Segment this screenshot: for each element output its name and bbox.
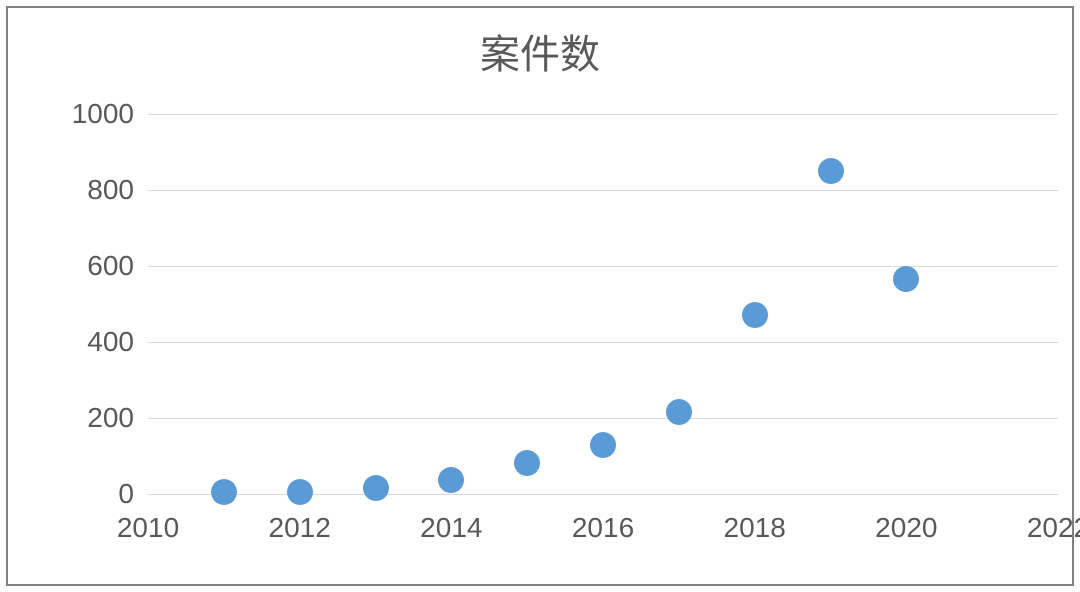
data-point (514, 450, 540, 476)
y-tick-label: 0 (8, 478, 134, 510)
y-tick-label: 1000 (8, 98, 134, 130)
y-tick-label: 200 (8, 402, 134, 434)
x-tick-label: 2020 (875, 512, 937, 544)
gridline (148, 494, 1058, 495)
chart-title: 案件数 (8, 22, 1072, 80)
chart-wrapper: 案件数 0 200 400 600 800 1000 2010 2012 2014 2016 201… (0, 0, 1080, 592)
x-tick-label: 2012 (269, 512, 331, 544)
x-tick-label: 2016 (572, 512, 634, 544)
data-point (666, 399, 692, 425)
data-point (818, 158, 844, 184)
gridline (148, 418, 1058, 419)
y-tick-label: 600 (8, 250, 134, 282)
gridline (148, 190, 1058, 191)
x-tick-label: 2018 (724, 512, 786, 544)
data-point (438, 467, 464, 493)
x-tick-label: 2010 (117, 512, 179, 544)
chart-frame: 案件数 0 200 400 600 800 1000 2010 2012 2014 2016 201… (6, 6, 1074, 586)
data-point (742, 302, 768, 328)
gridline (148, 266, 1058, 267)
x-tick-label: 2022 (1027, 512, 1080, 544)
data-point (363, 475, 389, 501)
plot-area (148, 114, 1058, 494)
data-point (287, 479, 313, 505)
data-point (211, 479, 237, 505)
gridline (148, 114, 1058, 115)
gridline (148, 342, 1058, 343)
y-tick-label: 400 (8, 326, 134, 358)
data-point (590, 432, 616, 458)
data-point (893, 266, 919, 292)
y-tick-label: 800 (8, 174, 134, 206)
x-tick-label: 2014 (420, 512, 482, 544)
